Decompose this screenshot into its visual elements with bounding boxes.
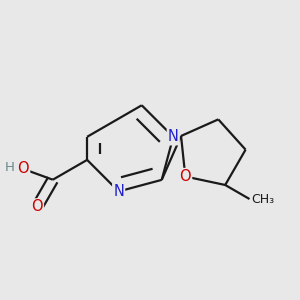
Text: N: N [113, 184, 124, 199]
Text: H: H [4, 161, 14, 174]
Text: CH₃: CH₃ [251, 193, 274, 206]
Text: O: O [17, 161, 29, 176]
Text: O: O [179, 169, 191, 184]
Text: N: N [168, 129, 179, 144]
Text: O: O [31, 200, 43, 214]
